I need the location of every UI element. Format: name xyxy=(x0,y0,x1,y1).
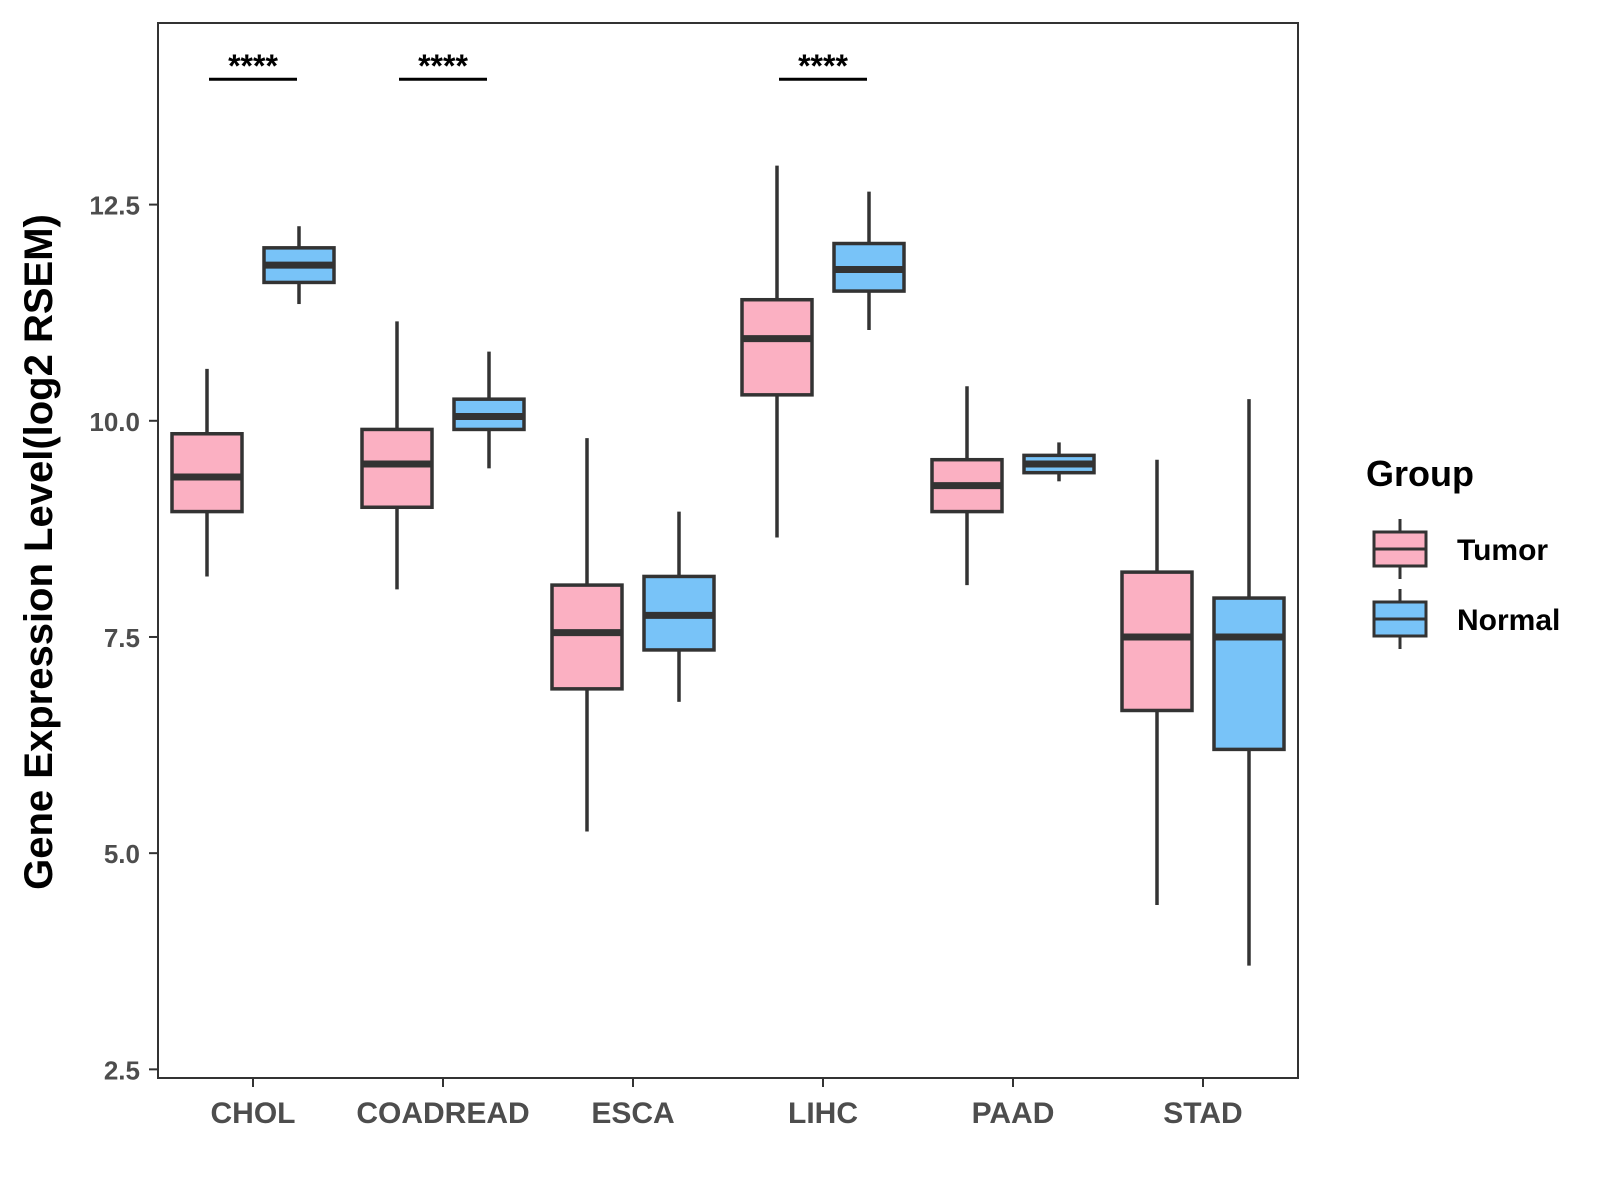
box-iqr xyxy=(550,583,624,691)
plot-panel xyxy=(157,22,1299,1079)
box-series xyxy=(170,165,1286,966)
box-normal-coadread xyxy=(452,351,526,469)
box-tumor-stad xyxy=(1120,459,1194,906)
x-tick-label-chol: CHOL xyxy=(211,1097,296,1130)
box-normal-paad xyxy=(1022,442,1096,482)
legend-label-normal: Normal xyxy=(1457,604,1560,637)
box-tumor-esca xyxy=(550,438,624,832)
x-tick-label-paad: PAAD xyxy=(972,1097,1055,1130)
x-axis: CHOL COADREAD ESCA LIHC PAAD STAD xyxy=(211,1078,1243,1130)
significance-label: **** xyxy=(418,48,468,84)
y-tick-label: 12.5 xyxy=(89,191,140,221)
significance-annotations: **** **** **** xyxy=(209,48,867,84)
box-tumor-coadread xyxy=(360,321,434,590)
box-normal-chol xyxy=(262,226,336,305)
box-iqr xyxy=(170,432,244,514)
x-tick-label-esca: ESCA xyxy=(591,1097,674,1130)
box-normal-stad xyxy=(1212,399,1286,966)
box-normal-esca xyxy=(642,511,716,702)
y-tick-label: 5.0 xyxy=(104,839,140,869)
y-axis: 2.5 5.0 7.5 10.0 12.5 xyxy=(89,191,158,1085)
significance-label: **** xyxy=(228,48,278,84)
box-iqr xyxy=(1212,596,1286,752)
y-tick-label: 2.5 xyxy=(104,1055,140,1085)
box-tumor-chol xyxy=(170,368,244,577)
box-iqr xyxy=(1120,570,1194,713)
box-tumor-lihc xyxy=(740,165,814,538)
y-tick-label: 7.5 xyxy=(104,623,140,653)
x-tick-label-lihc: LIHC xyxy=(788,1097,858,1130)
legend-entries: Tumor Normal xyxy=(1372,519,1560,649)
box-iqr xyxy=(740,297,814,397)
box-normal-lihc xyxy=(832,191,906,330)
box-tumor-paad xyxy=(930,386,1004,586)
box-iqr xyxy=(360,427,434,510)
x-tick-label-stad: STAD xyxy=(1163,1097,1242,1130)
significance-label: **** xyxy=(798,48,848,84)
y-tick-label: 10.0 xyxy=(89,407,140,437)
x-tick-label-coadread: COADREAD xyxy=(356,1097,529,1130)
legend-entry-normal: Normal xyxy=(1372,589,1560,649)
legend-label-tumor: Tumor xyxy=(1457,534,1548,567)
legend-title: Group xyxy=(1366,453,1474,494)
legend: Group Tumor Normal xyxy=(1366,453,1560,649)
legend-entry-tumor: Tumor xyxy=(1372,519,1548,579)
y-axis-title: Gene Expression Level(log2 RSEM) xyxy=(17,214,61,890)
